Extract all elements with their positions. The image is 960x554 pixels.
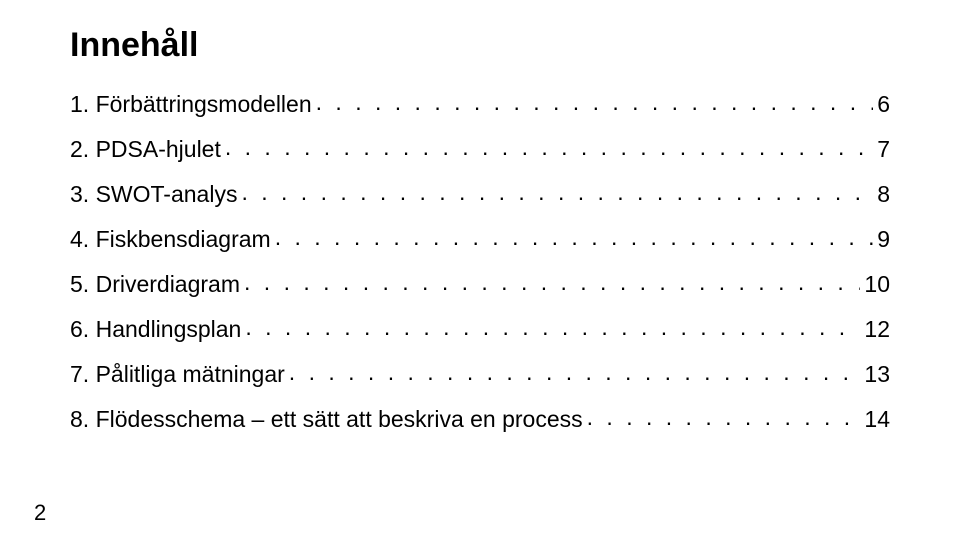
toc-num: 6. <box>70 316 89 342</box>
toc-label: 6. Handlingsplan <box>70 318 241 341</box>
toc-num: 3. <box>70 181 89 207</box>
leader-dots: . . . . . . . . . . . . . . . . . . . . … <box>316 91 874 114</box>
toc-leader: . . . . . . . . . . . . . . . . . . . . … <box>289 363 861 386</box>
toc-page: 8 <box>877 183 890 206</box>
leader-dots: . . . . . . . . . . . . . . . . . . . . … <box>241 181 873 204</box>
toc-num: 5. <box>70 271 89 297</box>
toc-label: 7. Pålitliga mätningar <box>70 363 285 386</box>
leader-dots: . . . . . . . . . . . . . . . . . . . . … <box>225 136 873 159</box>
toc-leader: . . . . . . . . . . . . . . . . . . . . … <box>225 138 873 161</box>
toc-list: 1. Förbättringsmodellen . . . . . . . . … <box>70 93 890 431</box>
toc-text: Flödesschema – ett sätt att beskriva en … <box>96 406 583 432</box>
toc-label: 1. Förbättringsmodellen <box>70 93 312 116</box>
toc-text: SWOT-analys <box>96 181 238 207</box>
toc-num: 1. <box>70 91 89 117</box>
toc-row: 6. Handlingsplan . . . . . . . . . . . .… <box>70 318 890 341</box>
toc-page: 14 <box>864 408 890 431</box>
page-number: 2 <box>34 500 46 526</box>
toc-label: 8. Flödesschema – ett sätt att beskriva … <box>70 408 583 431</box>
toc-page: 12 <box>864 318 890 341</box>
toc-row: 4. Fiskbensdiagram . . . . . . . . . . .… <box>70 228 890 251</box>
toc-label: 4. Fiskbensdiagram <box>70 228 271 251</box>
toc-text: Handlingsplan <box>96 316 242 342</box>
toc-leader: . . . . . . . . . . . . . . . . . . . . … <box>316 93 874 116</box>
toc-title: Innehåll <box>70 26 890 65</box>
toc-row: 7. Pålitliga mätningar . . . . . . . . .… <box>70 363 890 386</box>
leader-dots: . . . . . . . . . . . . . . . . . . . . … <box>289 361 861 384</box>
toc-text: Driverdiagram <box>96 271 240 297</box>
toc-row: 1. Förbättringsmodellen . . . . . . . . … <box>70 93 890 116</box>
toc-label: 5. Driverdiagram <box>70 273 240 296</box>
toc-page: 10 <box>864 273 890 296</box>
toc-num: 8. <box>70 406 89 432</box>
toc-leader: . . . . . . . . . . . . . . . . . . . . … <box>245 318 860 341</box>
toc-leader: . . . . . . . . . . . . . . . . . . . . … <box>241 183 873 206</box>
toc-leader: . . . . . . . . . . . . . . . . . . . . … <box>244 273 860 296</box>
toc-leader: . . . . . . . . . . . . . . . . . . . . … <box>587 408 861 431</box>
toc-page: 9 <box>877 228 890 251</box>
toc-leader: . . . . . . . . . . . . . . . . . . . . … <box>275 228 873 251</box>
leader-dots: . . . . . . . . . . . . . . . . . . . . … <box>275 226 873 249</box>
toc-row: 2. PDSA-hjulet . . . . . . . . . . . . .… <box>70 138 890 161</box>
toc-text: Fiskbensdiagram <box>96 226 271 252</box>
toc-page: 6 <box>877 93 890 116</box>
page: Innehåll 1. Förbättringsmodellen . . . .… <box>0 0 960 554</box>
toc-text: Förbättringsmodellen <box>96 91 312 117</box>
toc-row: 8. Flödesschema – ett sätt att beskriva … <box>70 408 890 431</box>
leader-dots: . . . . . . . . . . . . . . . . . . . . … <box>587 406 861 429</box>
toc-label: 3. SWOT-analys <box>70 183 237 206</box>
toc-row: 5. Driverdiagram . . . . . . . . . . . .… <box>70 273 890 296</box>
toc-num: 7. <box>70 361 89 387</box>
toc-text: PDSA-hjulet <box>96 136 221 162</box>
toc-page: 13 <box>864 363 890 386</box>
leader-dots: . . . . . . . . . . . . . . . . . . . . … <box>245 316 860 339</box>
leader-dots: . . . . . . . . . . . . . . . . . . . . … <box>244 271 860 294</box>
toc-page: 7 <box>877 138 890 161</box>
toc-num: 4. <box>70 226 89 252</box>
toc-text: Pålitliga mätningar <box>96 361 285 387</box>
toc-row: 3. SWOT-analys . . . . . . . . . . . . .… <box>70 183 890 206</box>
toc-label: 2. PDSA-hjulet <box>70 138 221 161</box>
toc-num: 2. <box>70 136 89 162</box>
